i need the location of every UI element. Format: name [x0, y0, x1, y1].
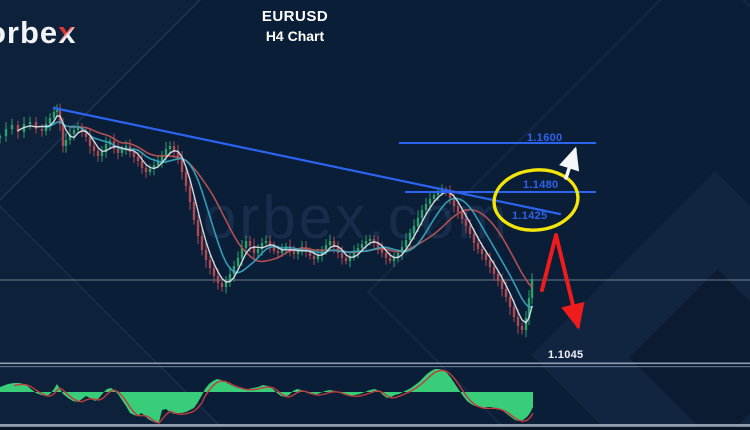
orbex-logo-x: x: [58, 15, 77, 50]
orbex-logo-text: orbe: [0, 15, 59, 50]
chart-title: EURUSD H4 Chart: [225, 8, 365, 44]
candlesticks: [0, 103, 534, 338]
resistance-level-lines: [399, 142, 596, 193]
oscillator-area: [0, 369, 533, 423]
bullish-scenario-arrow: [559, 146, 580, 180]
price-label-1-1480: 1.1480: [523, 179, 559, 191]
price-label-1-1425: 1.1425: [512, 210, 548, 222]
ma-slow-red: [69, 126, 533, 288]
price-label-1-1045: 1.1045: [548, 349, 584, 361]
price-label-1-1600: 1.1600: [527, 132, 563, 144]
oscillator-panel: [0, 362, 750, 430]
highlight-ellipse: [492, 168, 580, 232]
symbol-title: EURUSD: [261, 8, 329, 25]
bearish-scenario-arrow: [540, 233, 585, 330]
oscillator-signal-line: [13, 369, 534, 424]
descending-trendline: [52, 106, 562, 216]
orbex-logo: orbex: [0, 17, 76, 48]
timeframe-title: H4 Chart: [265, 28, 325, 44]
